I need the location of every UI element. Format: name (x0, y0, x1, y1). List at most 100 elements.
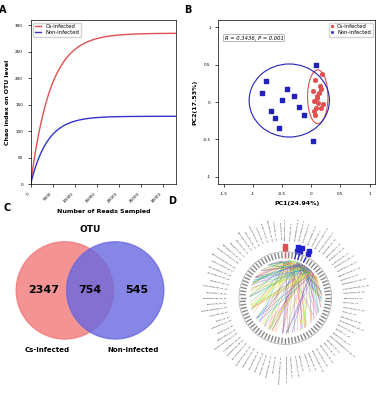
Text: Thiobacillus_sp._77: Thiobacillus_sp._77 (260, 222, 268, 243)
Text: Clostridium_sp._12: Clostridium_sp._12 (329, 246, 346, 261)
Text: Variovorax_sp._60: Variovorax_sp._60 (207, 302, 228, 305)
Point (311, 108, 318, 114)
Text: Bifidobacterium_sp._18: Bifidobacterium_sp._18 (342, 278, 367, 285)
Point (268, 108, 274, 114)
Point (279, 96, 285, 103)
Text: Rhodospirillum_sp._70: Rhodospirillum_sp._70 (222, 244, 242, 261)
Text: Non-infected: Non-infected (108, 347, 159, 353)
Text: Coprococcus_sp._23: Coprococcus_sp._23 (342, 306, 365, 311)
Text: Leptospira_sp._37: Leptospira_sp._37 (303, 353, 310, 372)
Text: Fusobacteria_sp._5: Fusobacteria_sp._5 (303, 222, 311, 243)
Y-axis label: PC2(17.53%): PC2(17.53%) (192, 79, 197, 125)
Point (301, 112, 308, 119)
Text: Corynebacterium_sp._41: Corynebacterium_sp._41 (285, 356, 286, 384)
X-axis label: Number of Reads Sampled: Number of Reads Sampled (57, 209, 150, 214)
Point (316, 82, 322, 89)
Text: Bradyrhizobium_sp._67: Bradyrhizobium_sp._67 (210, 259, 234, 272)
Text: Nitrosomonas_sp._73: Nitrosomonas_sp._73 (237, 231, 252, 252)
Text: R = 0.3436, P = 0.001: R = 0.3436, P = 0.001 (224, 36, 283, 41)
Y-axis label: Chao index on OTU level: Chao index on OTU level (5, 59, 10, 145)
Text: Hydrogenophaga_sp._59: Hydrogenophaga_sp._59 (201, 306, 228, 312)
Text: Rhodococcus_sp._48: Rhodococcus_sp._48 (242, 347, 256, 368)
Text: Micrococcus_sp._46: Micrococcus_sp._46 (254, 351, 264, 372)
Text: Methylobacterium_sp._68: Methylobacterium_sp._68 (211, 252, 236, 268)
Text: Sulfurimonas_sp._78: Sulfurimonas_sp._78 (266, 219, 273, 242)
Text: 754: 754 (79, 285, 101, 295)
Text: Nocardia_sp._43: Nocardia_sp._43 (273, 355, 277, 374)
Text: Acinetobacter_sp._52: Acinetobacter_sp._52 (223, 335, 242, 352)
Text: Arcobacter_sp._79: Arcobacter_sp._79 (272, 220, 277, 241)
Text: Caulobacter_sp._62: Caulobacter_sp._62 (206, 291, 228, 294)
Text: Pseudomonas_sp._51: Pseudomonas_sp._51 (227, 338, 245, 356)
Text: OTU: OTU (79, 225, 101, 234)
Text: Propionibacterium_sp._42: Propionibacterium_sp._42 (278, 356, 282, 384)
Text: Helicobacter_sp._34: Helicobacter_sp._34 (315, 347, 328, 367)
Text: Wolinella_sp._80: Wolinella_sp._80 (278, 222, 282, 240)
Text: Bacteroidetes_sp._1: Bacteroidetes_sp._1 (285, 218, 286, 240)
Point (316, 90, 322, 96)
Point (318, 105, 324, 111)
Point (291, 93, 297, 99)
Point (313, 112, 319, 119)
Point (263, 78, 269, 84)
Text: Prevotella_sp._17: Prevotella_sp._17 (340, 273, 359, 281)
Text: Stenotrophomonas_sp._53: Stenotrophomonas_sp._53 (214, 331, 239, 350)
Point (312, 76, 318, 83)
Text: Akkermansia_sp._20: Akkermansia_sp._20 (343, 291, 366, 294)
Text: Roseburia_sp._21: Roseburia_sp._21 (343, 297, 363, 299)
Text: Mesorhizobium_sp._66: Mesorhizobium_sp._66 (208, 266, 232, 276)
Text: Nitrospira_sp._72: Nitrospira_sp._72 (234, 239, 248, 254)
Text: Bilophila_sp._32: Bilophila_sp._32 (322, 342, 335, 356)
Point (319, 70, 325, 77)
Point (314, 93, 320, 99)
Text: D: D (168, 196, 176, 206)
Text: Comamonas_sp._56: Comamonas_sp._56 (211, 320, 232, 330)
Point (314, 95, 320, 102)
Text: Treponema_sp._36: Treponema_sp._36 (307, 351, 316, 371)
Text: Ferrovum_sp._76: Ferrovum_sp._76 (255, 227, 264, 245)
Text: Eubacterium_sp._25: Eubacterium_sp._25 (340, 315, 362, 324)
Text: Sphingomonas_sp._61: Sphingomonas_sp._61 (203, 297, 228, 299)
Text: Burkholderia_sp._54: Burkholderia_sp._54 (216, 328, 236, 340)
Text: Veillonella_sp._27: Veillonella_sp._27 (337, 324, 355, 334)
Point (272, 115, 278, 122)
Text: Sinorhizobium_sp._65: Sinorhizobium_sp._65 (207, 272, 231, 281)
Text: Sideroxydans_sp._75: Sideroxydans_sp._75 (248, 225, 260, 247)
Text: C: C (3, 203, 11, 213)
Legend: Cs-infected, Non-infected: Cs-infected, Non-infected (329, 23, 373, 37)
Text: Chloroflexi_sp._10: Chloroflexi_sp._10 (322, 238, 337, 254)
Text: Delftia_sp._57: Delftia_sp._57 (215, 315, 231, 322)
Point (310, 88, 316, 94)
Text: Cellulomonas_sp._50: Cellulomonas_sp._50 (232, 342, 248, 360)
Text: Borrelia_sp._38: Borrelia_sp._38 (298, 354, 304, 371)
Text: Lachnospiraceae_sp._26: Lachnospiraceae_sp._26 (339, 320, 364, 331)
Text: B: B (184, 6, 191, 16)
Point (296, 104, 302, 110)
Circle shape (16, 242, 113, 339)
Text: Acidovorax_sp._58: Acidovorax_sp._58 (209, 311, 229, 317)
Text: Ralstonia_sp._55: Ralstonia_sp._55 (217, 324, 234, 334)
Text: Streptomyces_sp._44: Streptomyces_sp._44 (265, 354, 273, 378)
X-axis label: PC1(24.94%): PC1(24.94%) (274, 201, 319, 206)
Text: Lactobacillus_sp._15: Lactobacillus_sp._15 (337, 260, 358, 272)
Point (311, 97, 317, 104)
Circle shape (67, 242, 164, 339)
Text: Nitrobacter_sp._71: Nitrobacter_sp._71 (229, 242, 245, 258)
Text: Streptococcus_sp._14: Streptococcus_sp._14 (334, 254, 356, 268)
Text: Rhizobium_sp._64: Rhizobium_sp._64 (210, 279, 229, 285)
Text: Brevundimonas_sp._63: Brevundimonas_sp._63 (203, 284, 228, 290)
Point (259, 90, 265, 96)
Text: Actinomyces_sp._45: Actinomyces_sp._45 (260, 353, 268, 375)
Text: Brevibacterium_sp._49: Brevibacterium_sp._49 (236, 344, 252, 366)
Point (318, 85, 324, 92)
Text: Phascolarctobacterium_sp._30: Phascolarctobacterium_sp._30 (329, 335, 356, 358)
Text: Dialister_sp._28: Dialister_sp._28 (334, 328, 350, 338)
Text: Proteobacteria_sp._3: Proteobacteria_sp._3 (293, 218, 299, 241)
Text: Faecalibacterium_sp._19: Faecalibacterium_sp._19 (342, 284, 370, 290)
Text: Mycoplasma_sp._39: Mycoplasma_sp._39 (294, 355, 299, 378)
Text: Firmicutes_sp._2: Firmicutes_sp._2 (289, 222, 292, 240)
Point (320, 101, 326, 108)
Text: Actinobacteria_sp._4: Actinobacteria_sp._4 (298, 219, 305, 242)
Point (313, 105, 319, 111)
Text: A: A (0, 6, 6, 16)
